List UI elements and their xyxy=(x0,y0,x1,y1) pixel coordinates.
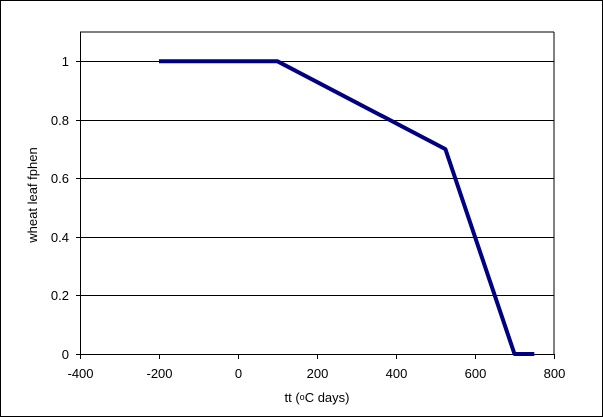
y-tick-labels: 0 0.2 0.4 0.6 0.8 1 xyxy=(51,54,69,362)
y-tick-label-0: 0 xyxy=(62,347,69,362)
y-axis-title: wheat leaf fphen xyxy=(25,147,40,243)
y-tick-label-4: 0.8 xyxy=(51,113,69,128)
x-tick-label-2: 0 xyxy=(235,366,242,381)
series-line-0 xyxy=(159,59,535,356)
series-layer xyxy=(159,59,535,356)
x-axis-title: tt (oC days) xyxy=(285,390,350,405)
axes xyxy=(76,31,555,359)
x-tick-label-6: 800 xyxy=(544,366,566,381)
x-tick-label-0: -400 xyxy=(67,366,93,381)
y-tick-label-5: 1 xyxy=(62,54,69,69)
y-tick-label-2: 0.4 xyxy=(51,230,69,245)
x-tick-labels: -400 -200 0 200 400 600 800 xyxy=(67,366,565,381)
x-tick-label-5: 600 xyxy=(465,366,487,381)
x-tick-label-3: 200 xyxy=(307,366,329,381)
y-tick-label-1: 0.2 xyxy=(51,288,69,303)
x-tick-label-1: -200 xyxy=(146,366,172,381)
y-tick-label-3: 0.6 xyxy=(51,171,69,186)
x-tick-label-4: 400 xyxy=(386,366,408,381)
